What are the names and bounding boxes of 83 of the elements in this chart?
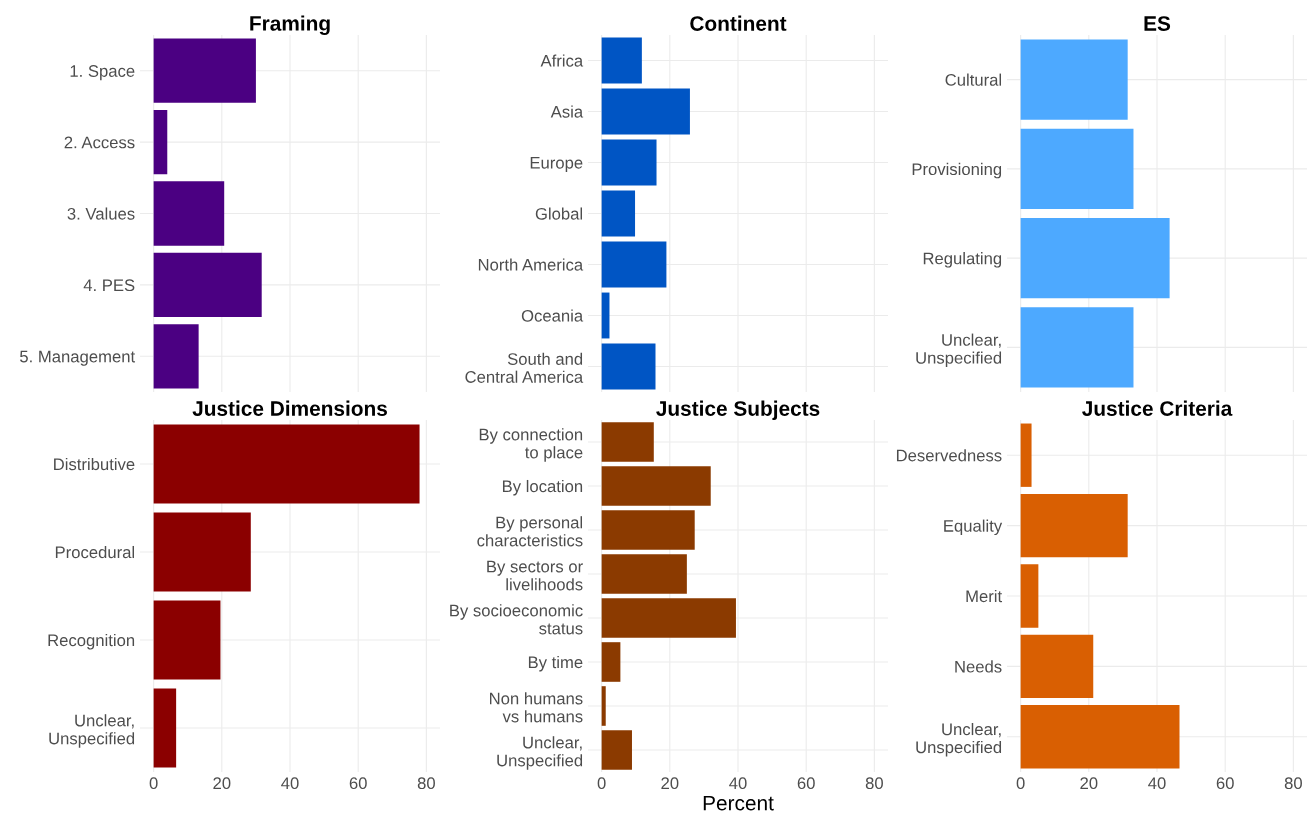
y-tick-label: Non humans vs humans (490, 692, 583, 723)
x-tick-label: 80 (865, 777, 883, 790)
x-tick-label: 80 (1284, 777, 1302, 790)
y-tick-label: Unclear, Unspecified (916, 333, 1002, 368)
y-tick-label: Procedural (55, 545, 135, 559)
y-tick-label: Needs (955, 660, 1002, 673)
x-tick-label: 40 (1148, 777, 1166, 790)
y-tick-label: Unclear, Unspecified (497, 736, 583, 770)
y-tick-label: 3. Values (67, 207, 135, 220)
x-tick-label: 0 (149, 777, 158, 790)
y-tick-label: South and Central America (465, 352, 584, 383)
y-tick-label: Equality (944, 519, 1003, 536)
y-tick-label: By socioeconomic status (450, 604, 583, 635)
y-tick-label: Africa (540, 54, 584, 67)
bar (601, 598, 736, 638)
bar (153, 424, 420, 504)
y-tick-label: Asia (550, 105, 584, 118)
chart-title: Justice Dimensions (192, 400, 387, 416)
y-tick-label: Europe (530, 157, 583, 172)
bar (601, 190, 636, 237)
y-tick-label: Recognition (48, 633, 135, 650)
y-tick-label: Provisioning (912, 162, 1002, 179)
chart-title: Continent (690, 15, 787, 31)
chart-title: Justice Subjects (656, 400, 820, 420)
bar (1020, 423, 1032, 487)
x-tick-label: 20 (661, 777, 679, 790)
y-tick-label: By personal characteristics (477, 516, 583, 547)
y-tick-label: By location (502, 479, 583, 496)
y-tick-label: By sectors or livelihoods (487, 560, 583, 591)
y-tick-label: 5. Management (20, 350, 136, 366)
x-tick-label: 80 (417, 777, 435, 790)
y-tick-label: Unclear, Unspecified (49, 714, 135, 748)
y-tick-label: By connection to place (479, 428, 583, 462)
bar (601, 554, 687, 594)
y-tick-label: 1. Space (70, 65, 135, 81)
y-tick-label: Merit (966, 589, 1003, 603)
bar (601, 88, 690, 135)
bar (153, 324, 199, 389)
x-tick-label: 20 (1080, 777, 1098, 790)
x-tick-label: 40 (729, 777, 747, 790)
bar (601, 686, 606, 726)
x-tick-label: 0 (1016, 777, 1025, 790)
y-tick-label: Distributive (54, 457, 135, 471)
bar (153, 109, 168, 175)
y-tick-label: By time (528, 655, 583, 672)
y-tick-label: Cultural (945, 73, 1002, 86)
y-tick-label: Oceania (521, 309, 584, 322)
bar (153, 600, 221, 680)
x-tick-label: 60 (797, 777, 815, 790)
bar (601, 466, 711, 506)
bar (601, 343, 656, 390)
bar (601, 730, 632, 770)
x-tick-label: 40 (281, 777, 299, 790)
y-tick-label: North America (478, 258, 584, 271)
bar (601, 241, 667, 288)
bar (1020, 705, 1180, 769)
x-tick-label: 0 (597, 777, 606, 790)
y-tick-label: 2. Access (64, 136, 135, 149)
bar (601, 139, 657, 186)
bar (153, 252, 262, 318)
x-tick-label: 20 (213, 777, 231, 790)
y-tick-label: Global (535, 207, 583, 220)
bar (601, 422, 654, 462)
x-tick-label: 60 (1216, 777, 1234, 790)
chart-title: Framing (250, 15, 330, 35)
y-tick-label: Unclear, Unspecified (916, 722, 1002, 757)
bar (601, 510, 695, 550)
bar (1020, 493, 1128, 558)
bar (601, 642, 621, 682)
chart-title: Justice Criteria (1082, 400, 1233, 416)
bar (1020, 564, 1039, 628)
bar (153, 512, 251, 592)
x-axis-title: Percent (703, 795, 774, 811)
y-tick-label: Deservedness (896, 449, 1002, 462)
x-tick-label: 60 (349, 777, 367, 790)
bar (1020, 634, 1094, 699)
bar (153, 181, 225, 246)
bar (153, 38, 256, 103)
y-tick-label: 4. PES (83, 279, 135, 292)
bar (601, 37, 642, 84)
y-tick-label: Regulating (923, 252, 1002, 268)
bar (153, 688, 177, 768)
chart-title: ES (1144, 16, 1171, 31)
